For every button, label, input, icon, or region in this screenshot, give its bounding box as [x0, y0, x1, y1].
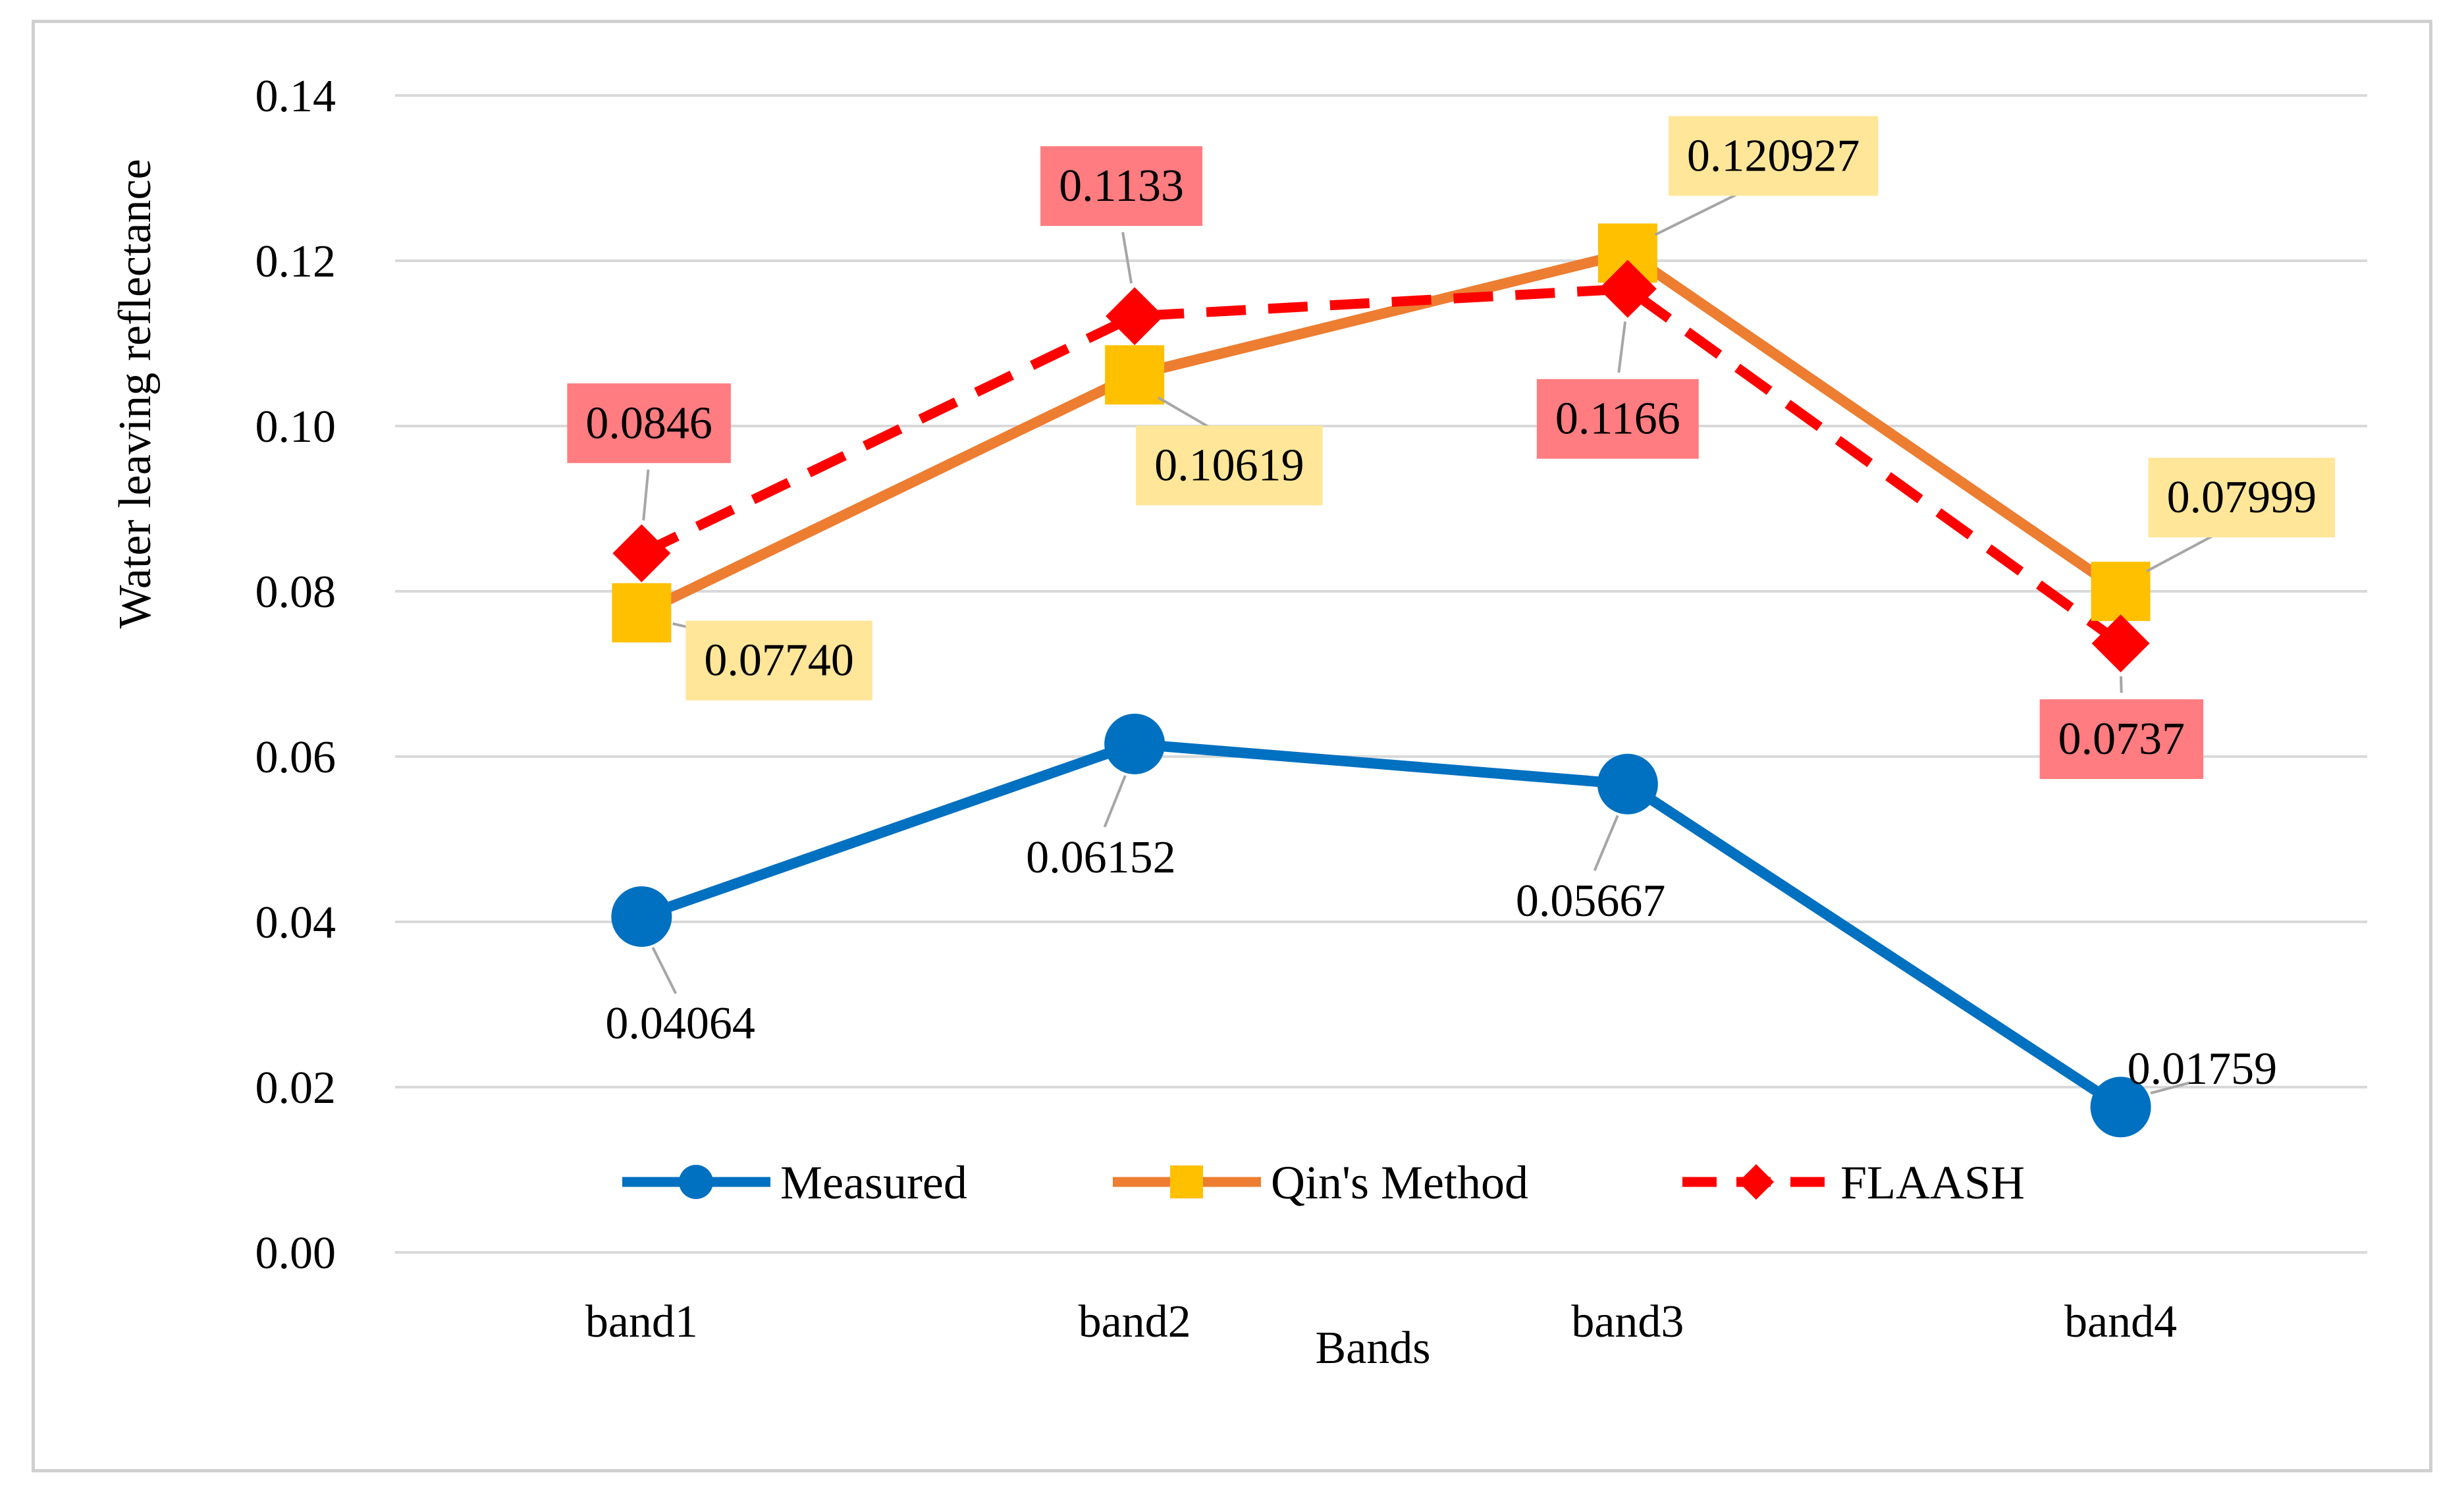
leader-line — [2120, 676, 2123, 693]
marker-qin-point — [1105, 345, 1165, 405]
y-tick-label: 0.14 — [255, 71, 336, 122]
x-tick-label: band1 — [585, 1297, 698, 1347]
data-label: 0.10619 — [1154, 440, 1304, 491]
leader-line — [1593, 815, 1619, 871]
data-label-box — [1536, 379, 1699, 459]
y-tick-label: 0.00 — [255, 1228, 336, 1279]
legend[interactable]: Measured Qin's Method FLAASH — [622, 1156, 2025, 1209]
data-label-box — [567, 383, 731, 464]
legend-label: Measured — [780, 1156, 967, 1209]
data-label-box — [1668, 116, 1879, 196]
series-line-qin-s-method — [639, 248, 2124, 618]
marker-measured-point — [2090, 1077, 2151, 1138]
marker-flaash-point — [2091, 614, 2150, 673]
data-label-box — [1136, 425, 1323, 506]
y-axis-ticks: 0.00 0.02 0.04 0.06 0.08 0.10 0.12 0.14 — [255, 71, 336, 1279]
series-line-measured — [639, 738, 2124, 1111]
data-label: 0.0846 — [585, 398, 712, 448]
legend-label: FLAASH — [1840, 1156, 2025, 1209]
data-label-box — [2148, 458, 2336, 538]
marker-flaash-point — [612, 524, 671, 583]
data-label-box — [685, 620, 872, 701]
data-label: 0.06152 — [1026, 832, 1176, 883]
y-tick-label: 0.12 — [255, 236, 336, 287]
series-line-flaash — [639, 284, 2124, 648]
data-label: 0.1166 — [1555, 394, 1680, 444]
legend-marker-circle — [679, 1165, 713, 1199]
data-label: 0.07740 — [704, 635, 854, 686]
data-label-box — [2039, 699, 2204, 780]
data-label: 0.05667 — [1516, 876, 1666, 926]
x-axis-ticks: band1 band2 band3 band4 — [585, 1297, 2177, 1347]
data-label: 0.07999 — [2167, 472, 2317, 523]
leader-line — [1103, 775, 1127, 828]
series-group — [611, 223, 2151, 1138]
data-label: 0.0737 — [2058, 714, 2185, 764]
data-label: 0.1133 — [1059, 161, 1184, 211]
marker-measured-point — [1597, 753, 1658, 815]
y-tick-label: 0.04 — [255, 897, 336, 948]
marker-flaash-point — [1598, 259, 1657, 318]
marker-measured-point — [1104, 713, 1165, 774]
leader-line — [2150, 1081, 2191, 1095]
x-axis-title: Bands — [1316, 1323, 1431, 1374]
y-tick-label: 0.06 — [255, 732, 336, 783]
x-tick-label: band2 — [1079, 1297, 1191, 1347]
gridlines — [395, 94, 2367, 1254]
legend-marker-diamond — [1738, 1164, 1774, 1200]
y-axis-title: Water leaving reflectance — [110, 159, 161, 628]
data-labels: 0.04064 0.06152 0.05667 0.01759 0.07740 0.106… — [567, 116, 2336, 1095]
y-tick-label: 0.02 — [255, 1063, 336, 1113]
leader-line — [642, 469, 650, 521]
data-label: 0.120927 — [1687, 130, 1860, 181]
marker-qin-point — [2091, 562, 2151, 622]
leader-line — [1617, 321, 1627, 373]
data-label-box — [1040, 146, 1203, 227]
y-tick-label: 0.08 — [255, 567, 336, 618]
legend-marker-square — [1170, 1165, 1203, 1198]
leader-line — [1121, 232, 1133, 284]
marker-measured-point — [611, 886, 672, 947]
leader-line — [651, 947, 678, 994]
marker-qin-point — [612, 583, 672, 643]
legend-label: Qin's Method — [1271, 1156, 1528, 1209]
x-tick-label: band3 — [1571, 1297, 1684, 1347]
marker-flaash-point — [1106, 287, 1164, 346]
y-tick-label: 0.10 — [255, 402, 336, 452]
data-label: 0.04064 — [605, 998, 755, 1049]
data-label: 0.01759 — [2128, 1044, 2278, 1094]
x-tick-label: band4 — [2064, 1297, 2177, 1347]
